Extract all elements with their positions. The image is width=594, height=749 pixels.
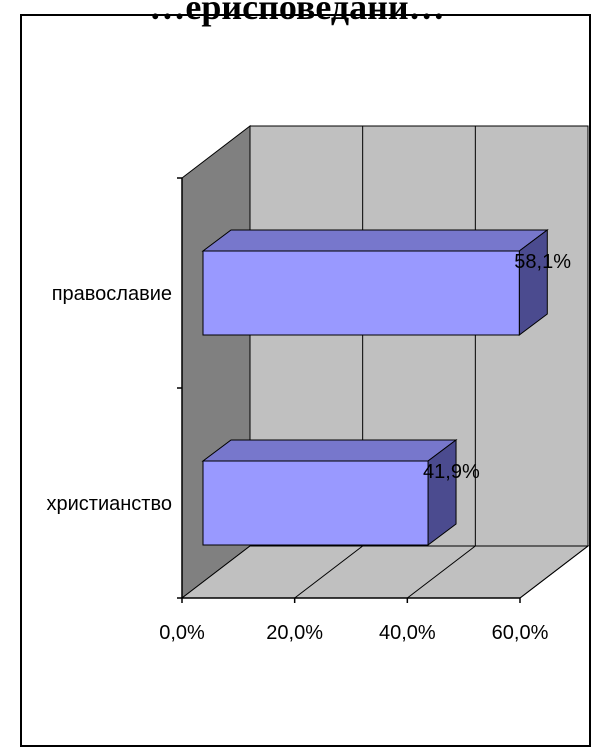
bar-front [202,250,520,336]
bar-top [201,229,549,252]
category-label: христианство [47,493,172,515]
chart-frame [20,14,591,747]
data-label: 58,1% [514,251,571,273]
x-tick-label: 20,0% [266,622,323,644]
category-labels: православие христианство [47,283,172,515]
data-label: 41,9% [423,461,480,483]
bar: 58,1% [201,229,571,336]
bars: 58,1% 41,9% [201,229,571,546]
bar-front [202,460,429,546]
bar: 41,9% [201,439,480,546]
x-tick-labels: 0,0% 20,0% 40,0% 60,0% [159,622,548,644]
x-tick-label: 0,0% [159,622,205,644]
x-tick-label: 40,0% [379,622,436,644]
category-label: православие [52,283,172,305]
chart-title: …ерисповедани… [149,0,445,27]
axes [177,177,521,603]
gridline-floor [294,545,363,599]
x-tick-label: 60,0% [492,622,549,644]
gridlines [294,126,589,599]
chart-floor [180,545,590,599]
bar-top [201,439,458,462]
gridline-floor [519,545,589,599]
gridline-floor [407,545,476,599]
